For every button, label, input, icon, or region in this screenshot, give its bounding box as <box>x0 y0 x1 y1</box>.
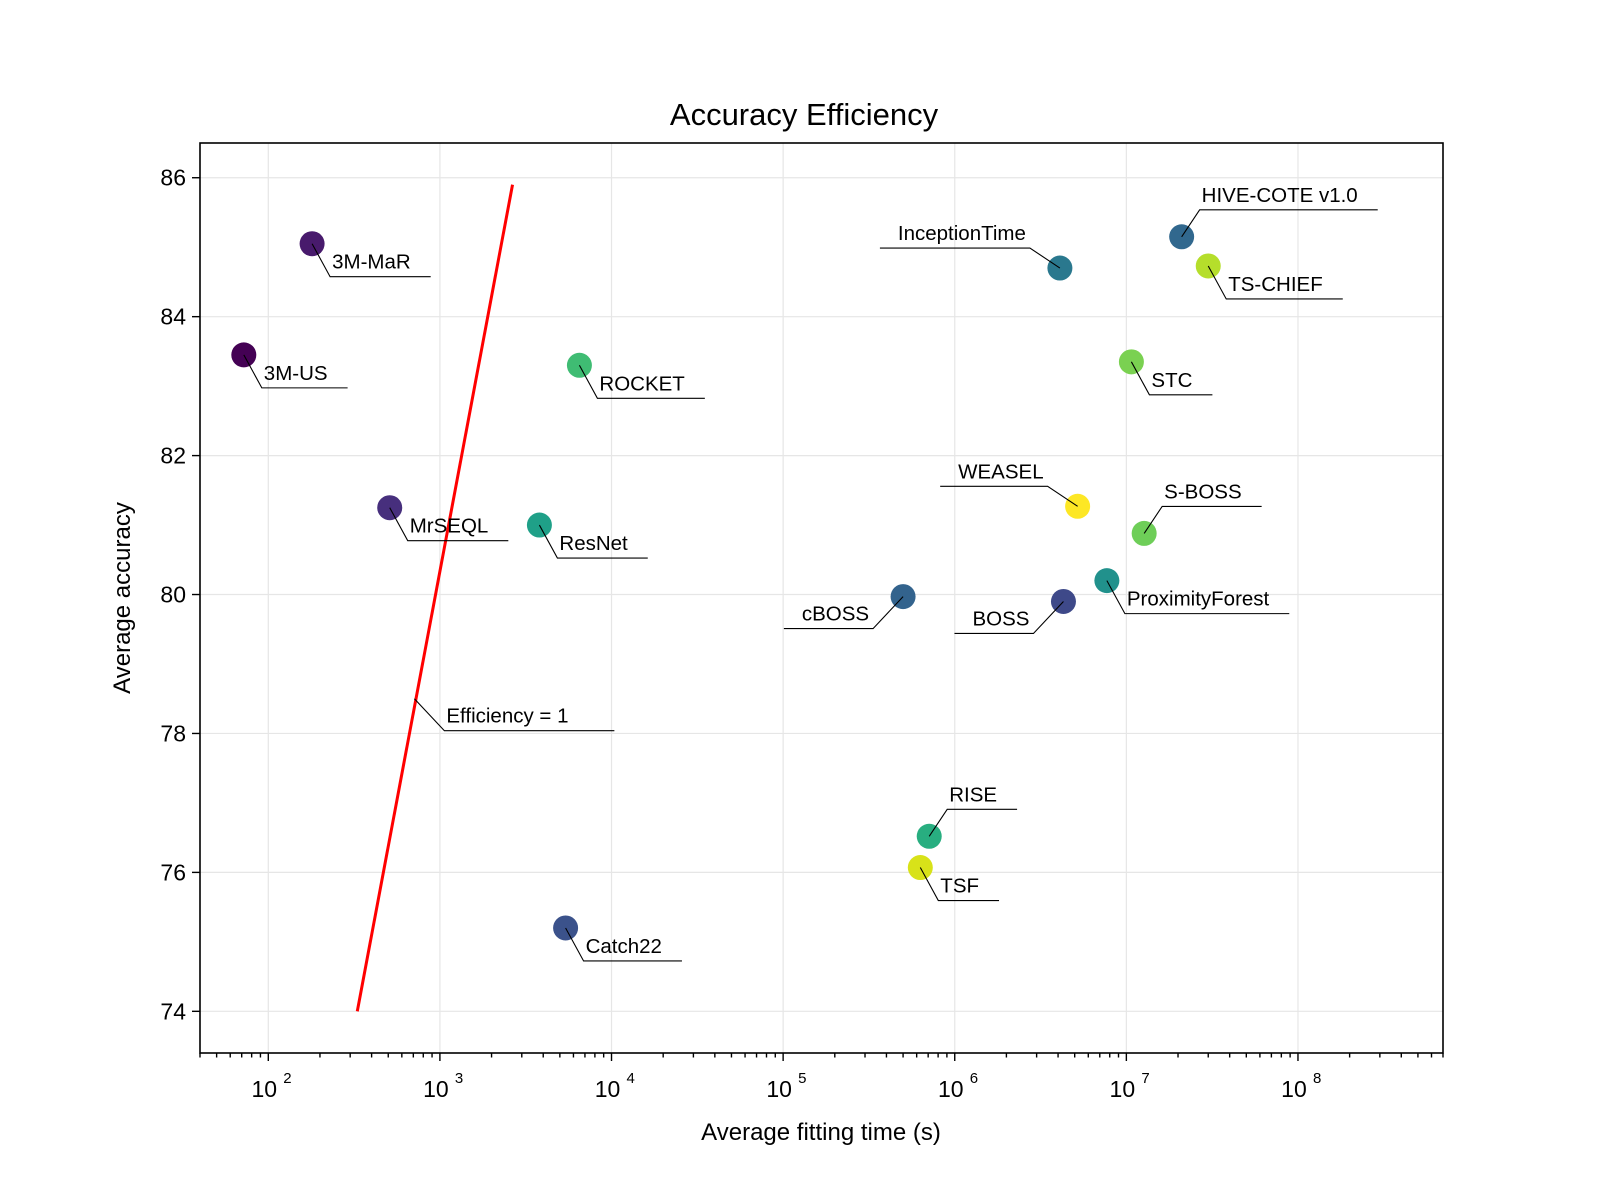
x-tick-label-exponent: 7 <box>1141 1070 1149 1087</box>
y-tick-label: 80 <box>160 582 186 608</box>
point-leader-mrseql <box>389 507 509 542</box>
point-leader-rise <box>928 808 1018 837</box>
point-label-tsf: TSF <box>940 875 979 898</box>
efficiency-label-leader <box>413 698 615 732</box>
y-tick-label: 82 <box>160 443 186 469</box>
point-label-s-boss: S-BOSS <box>1164 480 1241 503</box>
x-tick-label: 10 <box>423 1076 449 1102</box>
x-axis-label: Average fitting time (s) <box>701 1119 941 1146</box>
point-label-ts-chief: TS-CHIEF <box>1228 273 1323 296</box>
point-leader-inceptiontime <box>879 247 1061 269</box>
point-label-cboss: cBOSS <box>802 603 869 626</box>
chart-title: Accuracy Efficiency <box>670 97 939 132</box>
axis-ticks: 10 2 10 3 10 4 10 5 10 6 10 7 10 8 74 76 78 80 82 84 86 <box>160 165 1444 1102</box>
point-leader-weasel <box>940 485 1078 507</box>
efficiency-line-label: Efficiency = 1 <box>446 705 568 728</box>
point-leader-3m-mar <box>311 243 431 278</box>
point-label-catch22: Catch22 <box>586 935 662 958</box>
x-tick-label-exponent: 2 <box>283 1070 291 1087</box>
point-label-resnet: ResNet <box>559 532 628 555</box>
plot-frame <box>199 142 1444 1054</box>
point-leader-proximityforest <box>1106 580 1290 615</box>
point-labels: 3M-US 3M-MaR MrSEQL Catch22 ResNet ROCKET cBOS… <box>243 184 1378 962</box>
y-tick-label: 74 <box>160 998 186 1024</box>
y-tick-label: 84 <box>160 304 186 330</box>
x-tick-label: 10 <box>766 1076 792 1102</box>
point-label-rise: RISE <box>949 783 997 806</box>
data-points <box>231 224 1221 941</box>
y-tick-label: 76 <box>160 859 186 885</box>
x-tick-label: 10 <box>595 1076 621 1102</box>
point-leader-rocket <box>578 365 705 399</box>
y-tick-label: 86 <box>160 165 186 191</box>
x-tick-label: 10 <box>938 1076 964 1102</box>
point-leader-s-boss <box>1143 505 1262 534</box>
point-label-rocket: ROCKET <box>599 372 685 395</box>
x-tick-label: 10 <box>1281 1076 1307 1102</box>
y-tick-label: 78 <box>160 720 186 746</box>
x-tick-label-exponent: 8 <box>1313 1070 1321 1087</box>
point-leader-tsf <box>919 867 1000 902</box>
point-leader-boss <box>954 601 1064 635</box>
point-label-proximityforest: ProximityForest <box>1127 588 1270 611</box>
efficiency-line-group: Efficiency = 1 <box>355 184 615 1012</box>
point-leader-ts-chief <box>1207 265 1343 300</box>
point-label-stc: STC <box>1151 369 1192 392</box>
point-label-mrseql: MrSEQL <box>410 515 489 538</box>
x-tick-label-exponent: 3 <box>455 1070 463 1087</box>
point-leader-stc <box>1130 361 1213 396</box>
point-label-weasel: WEASEL <box>958 460 1043 483</box>
x-tick-label-exponent: 4 <box>627 1070 635 1087</box>
point-label-3m-us: 3M-US <box>264 362 328 385</box>
x-tick-label-exponent: 6 <box>970 1070 978 1087</box>
point-label-inceptiontime: InceptionTime <box>898 222 1026 245</box>
x-tick-label-exponent: 5 <box>798 1070 806 1087</box>
grid-lines <box>200 143 1443 1053</box>
point-leader-hive-cote-v1-0 <box>1181 209 1378 238</box>
y-axis-label: Average accuracy <box>109 502 136 694</box>
point-leader-catch22 <box>565 927 682 962</box>
point-leader-resnet <box>538 524 648 559</box>
point-label-boss: BOSS <box>972 607 1029 630</box>
point-leader-3m-us <box>243 354 348 389</box>
x-tick-label: 10 <box>251 1076 277 1102</box>
point-leader-cboss <box>783 596 904 630</box>
x-tick-label: 10 <box>1110 1076 1136 1102</box>
efficiency-line <box>355 184 515 1012</box>
point-label-hive-cote-v1-0: HIVE-COTE v1.0 <box>1202 184 1358 207</box>
point-label-3m-mar: 3M-MaR <box>332 251 411 274</box>
